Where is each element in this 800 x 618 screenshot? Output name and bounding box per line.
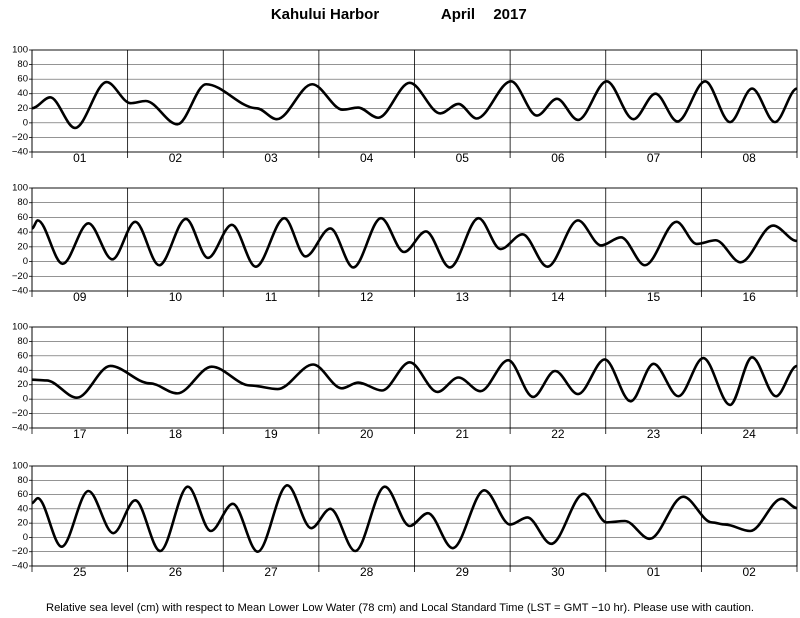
day-label: 21 bbox=[456, 427, 470, 441]
panel-frame bbox=[31, 49, 798, 153]
y-tick-label: −20 bbox=[12, 408, 28, 419]
y-tick-label: 20 bbox=[17, 518, 28, 529]
y-tick-label: 80 bbox=[17, 59, 28, 70]
day-label: 01 bbox=[647, 565, 661, 579]
y-tick-label: 40 bbox=[17, 88, 28, 99]
y-tick-label: 100 bbox=[12, 322, 28, 333]
y-tick-label: −40 bbox=[12, 423, 28, 434]
y-tick-label: 100 bbox=[12, 45, 28, 56]
day-label: 12 bbox=[360, 290, 374, 304]
y-tick-label: 100 bbox=[12, 183, 28, 194]
day-label: 23 bbox=[647, 427, 661, 441]
day-label: 16 bbox=[743, 290, 757, 304]
year-title: 2017 bbox=[493, 6, 526, 23]
day-label: 10 bbox=[169, 290, 183, 304]
y-tick-label: 40 bbox=[17, 365, 28, 376]
y-tick-label: 40 bbox=[17, 503, 28, 514]
y-tick-label: 80 bbox=[17, 336, 28, 347]
y-tick-label: 0 bbox=[23, 394, 28, 405]
y-tick-label: 80 bbox=[17, 475, 28, 486]
tide-curve bbox=[31, 483, 798, 554]
footer-note: Relative sea level (cm) with respect to … bbox=[46, 602, 754, 614]
day-label: 20 bbox=[360, 427, 374, 441]
tide-curve bbox=[31, 356, 798, 407]
day-label: 29 bbox=[456, 565, 470, 579]
y-tick-label: 20 bbox=[17, 379, 28, 390]
y-tick-label: 60 bbox=[17, 74, 28, 85]
y-tick-label: −40 bbox=[12, 561, 28, 572]
month-title: April bbox=[441, 6, 475, 23]
day-label: 15 bbox=[647, 290, 661, 304]
y-tick-label: −20 bbox=[12, 546, 28, 557]
y-tick-label: 60 bbox=[17, 489, 28, 500]
y-tick-label: −20 bbox=[12, 271, 28, 282]
day-label: 25 bbox=[73, 565, 87, 579]
y-tick-label: 40 bbox=[17, 227, 28, 238]
y-tick-label: 0 bbox=[23, 532, 28, 543]
day-label: 06 bbox=[551, 151, 565, 165]
day-label: 07 bbox=[647, 151, 661, 165]
day-label: 26 bbox=[169, 565, 183, 579]
day-label: 13 bbox=[456, 290, 470, 304]
tide-curve bbox=[31, 216, 798, 269]
day-label: 01 bbox=[73, 151, 87, 165]
day-label: 14 bbox=[551, 290, 565, 304]
day-label: 27 bbox=[264, 565, 278, 579]
day-label: 03 bbox=[264, 151, 278, 165]
day-label: 02 bbox=[169, 151, 183, 165]
day-label: 11 bbox=[265, 290, 278, 304]
day-label: 05 bbox=[456, 151, 470, 165]
y-tick-label: 0 bbox=[23, 117, 28, 128]
y-tick-label: 0 bbox=[23, 256, 28, 267]
day-label: 22 bbox=[551, 427, 565, 441]
y-tick-label: 20 bbox=[17, 241, 28, 252]
y-tick-label: −40 bbox=[12, 286, 28, 297]
y-tick-label: −20 bbox=[12, 132, 28, 143]
y-tick-label: 100 bbox=[12, 461, 28, 472]
panel-frame bbox=[31, 187, 798, 292]
y-tick-label: 60 bbox=[17, 350, 28, 361]
tide-curve bbox=[31, 80, 798, 130]
y-tick-label: 80 bbox=[17, 197, 28, 208]
station-title: Kahului Harbor bbox=[271, 6, 380, 23]
y-tick-label: 60 bbox=[17, 212, 28, 223]
day-label: 02 bbox=[743, 565, 757, 579]
panel-frame bbox=[31, 465, 798, 567]
day-label: 08 bbox=[743, 151, 757, 165]
panel-frame bbox=[31, 326, 798, 429]
day-label: 30 bbox=[551, 565, 565, 579]
y-tick-label: −40 bbox=[12, 147, 28, 158]
day-label: 19 bbox=[264, 427, 278, 441]
day-label: 28 bbox=[360, 565, 374, 579]
day-label: 18 bbox=[169, 427, 183, 441]
day-label: 04 bbox=[360, 151, 374, 165]
day-label: 17 bbox=[73, 427, 87, 441]
day-label: 09 bbox=[73, 290, 87, 304]
y-tick-label: 20 bbox=[17, 103, 28, 114]
day-label: 24 bbox=[743, 427, 757, 441]
